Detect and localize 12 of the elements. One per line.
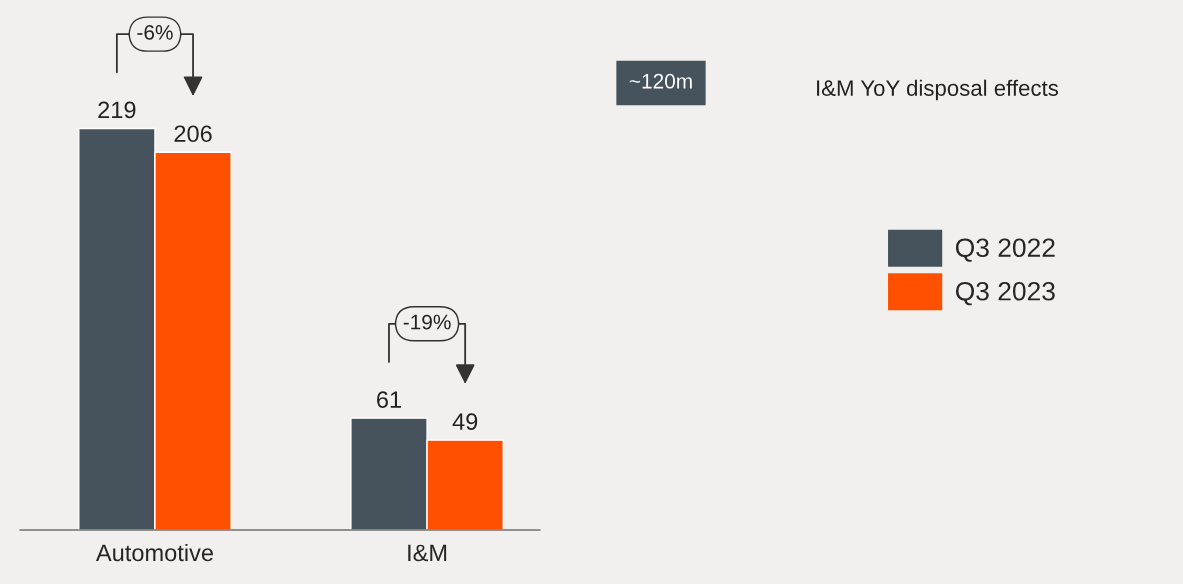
x-tick-label: Automotive	[95, 543, 213, 562]
text: -6%	[137, 24, 173, 40]
text: ~120m	[629, 73, 692, 89]
data-label: 219	[98, 101, 136, 119]
text: I&M YoY disposal effects	[817, 79, 1059, 101]
data-label: 49	[452, 413, 478, 430]
data-label: 206	[174, 125, 212, 143]
legend-label: Q3 2023	[955, 281, 1055, 306]
x-tick-label: I&M	[408, 544, 447, 562]
annotation: -19%	[403, 314, 451, 330]
legend-label: Q3 2022	[955, 238, 1055, 262]
data-label: 61	[377, 391, 401, 408]
